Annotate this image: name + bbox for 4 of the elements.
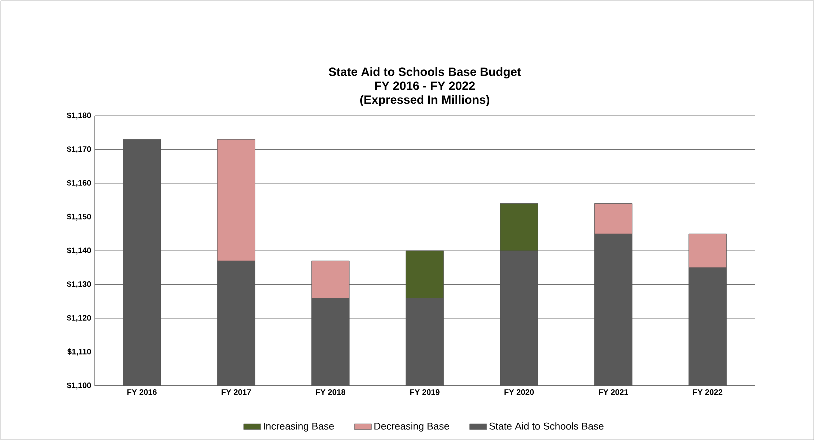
legend-label: Increasing Base bbox=[264, 422, 334, 432]
chart-title: State Aid to Schools Base Budget FY 2016 - FY 2022 (Expressed In Millions) bbox=[329, 67, 522, 107]
legend-label: Decreasing Base bbox=[374, 422, 450, 432]
legend-label: State Aid to Schools Base bbox=[490, 422, 604, 430]
